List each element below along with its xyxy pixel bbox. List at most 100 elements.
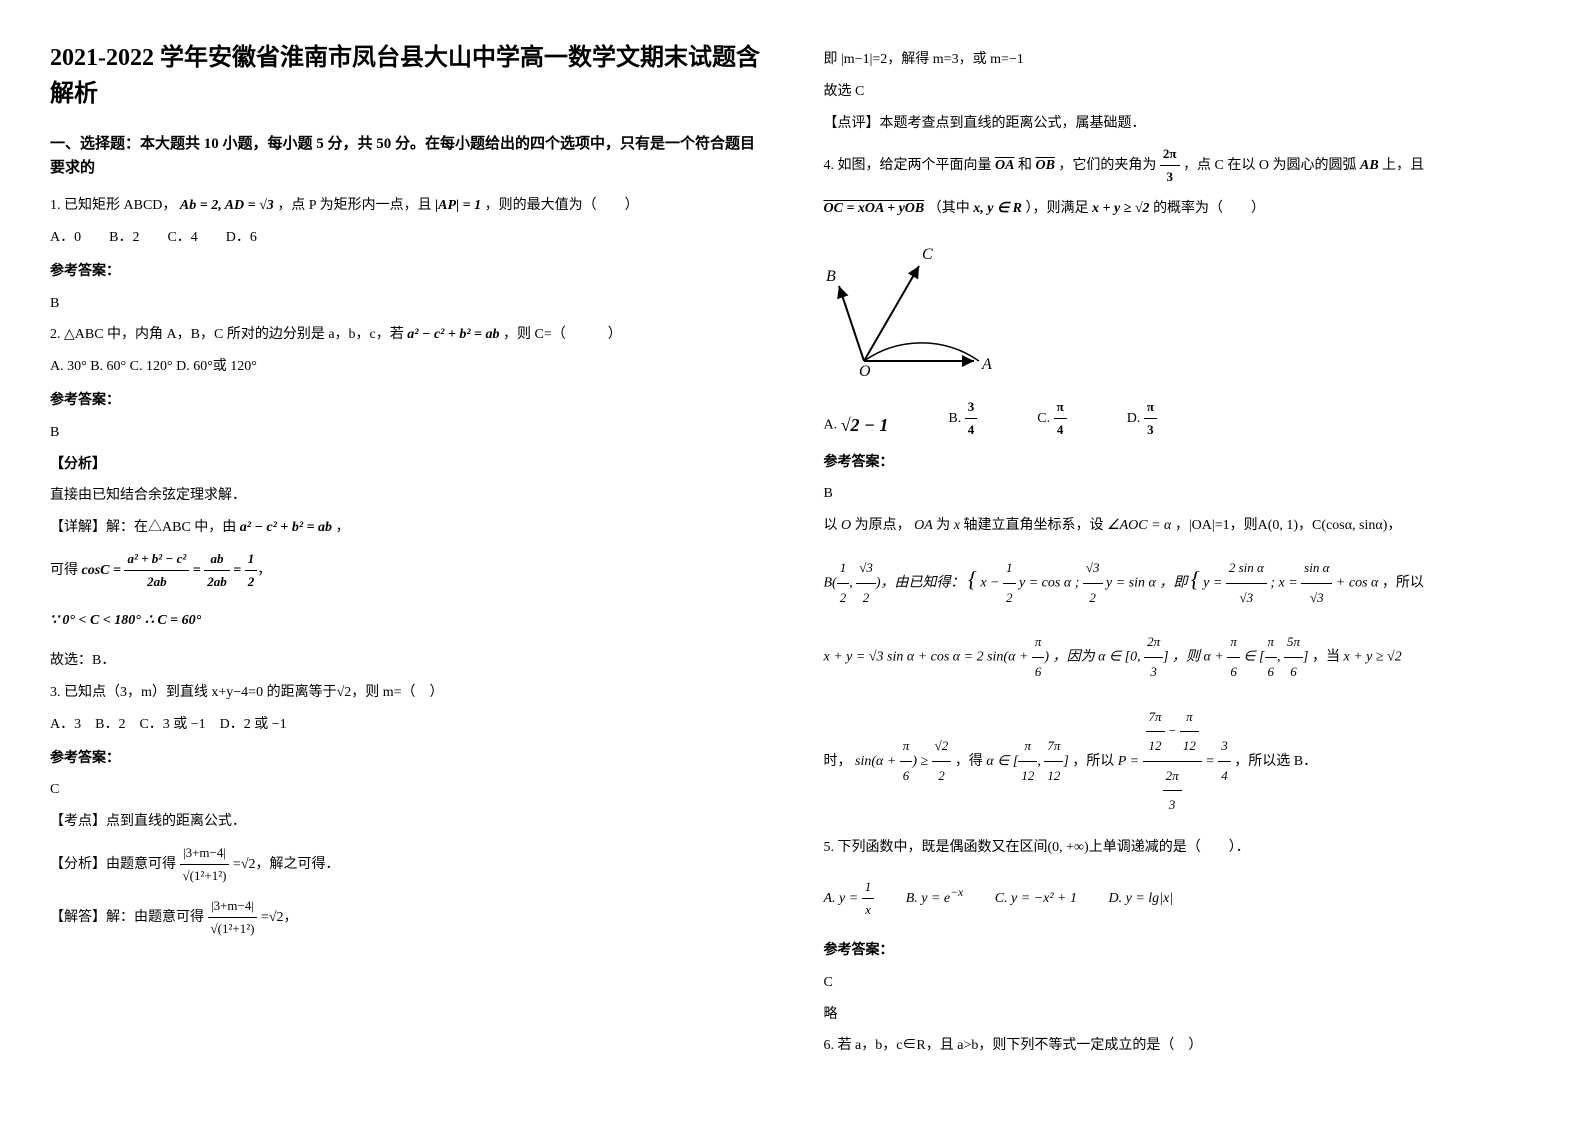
q3-fx-a: 【分析】由题意可得 bbox=[50, 857, 176, 872]
q3-kd: 【考点】点到直线的距离公式． bbox=[50, 810, 764, 834]
q4-optA-v: √2 − 1 bbox=[841, 410, 889, 441]
q4-e-c: 为 bbox=[936, 518, 950, 533]
q3-ans: C bbox=[50, 778, 764, 802]
q2-kd-a: 可得 bbox=[50, 563, 78, 578]
q4-e-x: x bbox=[954, 514, 960, 538]
q4-e-b: 为原点， bbox=[855, 518, 911, 533]
q4-xysum: x + y ≥ √2 bbox=[1092, 197, 1150, 221]
q2-ans-label: 参考答案： bbox=[50, 389, 764, 413]
q2-kd-line: 可得 cosC = a² + b² − c²2ab = ab2ab = 12 ， bbox=[50, 548, 764, 593]
q4-oa: OA bbox=[995, 154, 1014, 178]
q5-lue: 略 bbox=[824, 1003, 1538, 1027]
q4-e-d: 轴建立直角坐标系，设 bbox=[964, 518, 1104, 533]
right-column: 即 |m−1|=2，解得 m=3，或 m=−1 故选 C 【点评】本题考查点到直… bbox=[824, 40, 1538, 1066]
q4-stem-line1: 4. 如图，给定两个平面向量 OA 和 OB ，它们的夹角为 2π3 ，点 C … bbox=[824, 143, 1538, 188]
q4-soyi: ，所以 bbox=[1382, 576, 1424, 591]
q4-c: ，它们的夹角为 bbox=[1058, 158, 1156, 173]
q3-options: A．3 B．2 C．3 或 −1 D．2 或 −1 bbox=[50, 713, 764, 737]
q4-a: 4. 如图，给定两个平面向量 bbox=[824, 158, 992, 173]
q2-cosC: cosC = a² + b² − c²2ab = ab2ab = 12 bbox=[82, 548, 258, 593]
q1-math-d: |AP| = 1 bbox=[435, 194, 481, 218]
q1-text-a: 1. 已知矩形 ABCD， bbox=[50, 198, 176, 213]
q4-e: 上，且 bbox=[1382, 158, 1424, 173]
q4-optD: D. π3 bbox=[1127, 396, 1157, 441]
q4-l2e: 的概率为（ ） bbox=[1153, 201, 1265, 216]
q3-frac1: |3+m−4|√(1²+1²) bbox=[180, 842, 230, 887]
q2-text-c: ，则 C=（ ） bbox=[503, 327, 622, 342]
q4-shi: 时， bbox=[824, 753, 852, 768]
q4-optD-l: D. bbox=[1127, 410, 1141, 425]
q4-optB: B. 34 bbox=[948, 396, 977, 441]
section-1-head: 一、选择题：本大题共 10 小题，每小题 5 分，共 50 分。在每小题给出的四… bbox=[50, 132, 764, 180]
q3-jd: 【解答】解：由题意可得 |3+m−4|√(1²+1²) =√2， bbox=[50, 895, 764, 940]
q4-xuanb: ，所以选 B． bbox=[1234, 753, 1317, 768]
q4-diagram: O A B C bbox=[824, 231, 1538, 386]
q4-ans: B bbox=[824, 482, 1538, 506]
q3-stem: 3. 已知点（3，m）到直线 x+y−4=0 的距离等于√2，则 m=（ ） bbox=[50, 681, 764, 705]
q3-fx-b: =√2，解之可得． bbox=[233, 857, 340, 872]
q1-text-c: ，点 P 为矩形内一点，且 bbox=[277, 198, 431, 213]
q5-ans: C bbox=[824, 971, 1538, 995]
q2-fx-body: 直接由已知结合余弦定理求解． bbox=[50, 484, 764, 508]
q2-gx: 故选：B． bbox=[50, 649, 764, 673]
q4-ob: OB bbox=[1035, 154, 1054, 178]
q5-options: A. y = 1x B. y = e−x C. y = −x² + 1 D. y… bbox=[824, 876, 1174, 921]
q4-optC: C. π4 bbox=[1037, 396, 1066, 441]
q4-optB-v: 34 bbox=[965, 396, 978, 441]
doc-title: 2021-2022 学年安徽省淮南市凤台县大山中学高一数学文期末试题含解析 bbox=[50, 40, 764, 112]
r-top1: 即 |m−1|=2，解得 m=3，或 m=−1 bbox=[824, 48, 1538, 72]
q4-b: 和 bbox=[1018, 158, 1032, 173]
q2-text-a: 2. △ABC 中，内角 A，B，C 所对的边分别是 a，b，c，若 bbox=[50, 327, 404, 342]
q4-optD-v: π3 bbox=[1144, 396, 1157, 441]
q4-dang: ，当 bbox=[1312, 650, 1340, 665]
q4-ans-label: 参考答案： bbox=[824, 451, 1538, 475]
q4-e-f: ，|OA|=1，则A(0, 1)，C(cosα, sinα)， bbox=[1175, 518, 1402, 533]
q4-optA: A. √2 − 1 bbox=[824, 410, 889, 441]
q1-text-e: ，则的最大值为（ ） bbox=[485, 198, 639, 213]
q4-xyr: x, y ∈ R bbox=[973, 197, 1022, 221]
q4-optB-l: B. bbox=[948, 410, 961, 425]
vector-diagram: O A B C bbox=[824, 231, 1024, 381]
q4-expl-2: B(12, √32)，由已知得： { x − 12 y = cos α ; √3… bbox=[824, 554, 1424, 612]
q5-ans-label: 参考答案： bbox=[824, 939, 1538, 963]
q4-angle: 2π3 bbox=[1160, 143, 1180, 188]
q2-options: A. 30° B. 60° C. 120° D. 60°或 120° bbox=[50, 355, 764, 379]
q2-stem: 2. △ABC 中，内角 A，B，C 所对的边分别是 a，b，c，若 a² − … bbox=[50, 323, 764, 347]
q4-expl-1: 以 O 为原点， OA 为 x 轴建立直角坐标系，设 ∠AOC = α ，|OA… bbox=[824, 514, 1538, 538]
q2-kd-c: ∴ C = 60° bbox=[145, 609, 201, 633]
q4-suoyi: ，所以 bbox=[1072, 753, 1114, 768]
q1-ans: B bbox=[50, 292, 764, 316]
q2-fx-head: 【分析】 bbox=[50, 453, 764, 477]
q4-d: ，点 C 在以 O 为圆心的圆弧 bbox=[1183, 158, 1356, 173]
q4-optC-v: π4 bbox=[1054, 396, 1067, 441]
page: 2021-2022 学年安徽省淮南市凤台县大山中学高一数学文期末试题含解析 一、… bbox=[50, 40, 1537, 1066]
q2-math-b: a² − c² + b² = ab bbox=[407, 323, 499, 347]
q2-xj-b: a² − c² + b² = ab bbox=[240, 516, 332, 540]
q1-math-b: Ab = 2, AD = √3 bbox=[180, 194, 274, 218]
q4-oc: OC = xOA + yOB bbox=[824, 197, 925, 221]
q4-e-a: 以 bbox=[824, 518, 838, 533]
svg-text:C: C bbox=[922, 246, 933, 263]
q2-ans: B bbox=[50, 421, 764, 445]
q4-l2a: （其中 bbox=[928, 201, 970, 216]
q4-l2c: ），则满足 bbox=[1026, 201, 1089, 216]
q4-e-O: O bbox=[841, 514, 851, 538]
q4-e-e: ∠AOC = α bbox=[1107, 514, 1171, 538]
q1-options: A．0 B．2 C．4 D．6 bbox=[50, 226, 764, 250]
q3-frac2: |3+m−4|√(1²+1²) bbox=[208, 895, 258, 940]
q1-stem: 1. 已知矩形 ABCD， Ab = 2, AD = √3 ，点 P 为矩形内一… bbox=[50, 194, 764, 218]
q6-stem: 6. 若 a，b，c∈R，且 a>b，则下列不等式一定成立的是（ ） bbox=[824, 1034, 1538, 1058]
q4-expl-4: 时， sin(α + π6) ≥ √22 ，得 α ∈ [π12, 7π12] … bbox=[824, 703, 1318, 820]
q2-xj: 【详解】解：在△ABC 中，由 a² − c² + b² = ab ， bbox=[50, 516, 764, 540]
q4-de: ，得 bbox=[955, 753, 983, 768]
q4-optC-l: C. bbox=[1037, 410, 1050, 425]
q5-stem: 5. 下列函数中，既是偶函数又在区间(0, +∞)上单调递减的是（ ）． bbox=[824, 836, 1538, 860]
r-top2: 故选 C bbox=[824, 80, 1538, 104]
svg-text:A: A bbox=[981, 356, 992, 373]
q3-fx: 【分析】由题意可得 |3+m−4|√(1²+1²) =√2，解之可得． bbox=[50, 842, 764, 887]
q4-stem-line2: OC = xOA + yOB （其中 x, y ∈ R ），则满足 x + y … bbox=[824, 197, 1538, 221]
q3-jd-a: 【解答】解：由题意可得 bbox=[50, 910, 204, 925]
svg-text:B: B bbox=[826, 268, 836, 285]
q4-optA-l: A. bbox=[824, 418, 838, 433]
svg-text:O: O bbox=[859, 363, 871, 380]
